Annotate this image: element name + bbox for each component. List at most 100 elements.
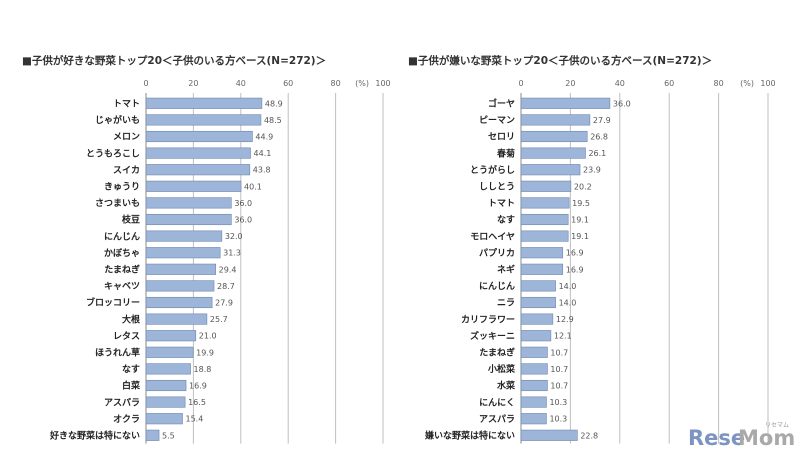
bar (145, 247, 221, 259)
category-label: カリフラワー (461, 314, 515, 325)
x-tick-label: 20 (188, 79, 198, 88)
bar (520, 97, 611, 109)
category-label: レタス (113, 330, 140, 342)
x-tick-label: 0 (518, 79, 523, 88)
category-label: ニラ (497, 298, 515, 309)
bar (145, 429, 160, 441)
category-label: 春菊 (496, 147, 515, 159)
value-label: 23.9 (583, 166, 601, 175)
value-label: 10.7 (550, 365, 568, 374)
bar (145, 180, 242, 192)
bar (145, 379, 187, 392)
value-label: 15.4 (185, 415, 203, 424)
bar (520, 363, 548, 375)
category-label: なす (497, 215, 515, 226)
value-label: 44.9 (255, 133, 273, 142)
value-label: 26.1 (588, 149, 606, 158)
value-label: 19.1 (571, 232, 589, 241)
value-label: 27.9 (593, 116, 611, 125)
bar (145, 396, 186, 408)
value-label: 12.1 (554, 332, 572, 341)
category-label: アスパラ (479, 413, 515, 425)
category-label: 枝豆 (121, 214, 140, 226)
category-label: オクラ (113, 414, 140, 425)
bar (520, 197, 570, 209)
value-label: 22.8 (580, 431, 598, 440)
bar (145, 313, 208, 325)
category-label: 嫌いな野菜は特にない (424, 430, 515, 442)
value-label: 25.7 (210, 315, 228, 324)
category-label: にんじん (479, 281, 515, 292)
bar (145, 263, 216, 275)
value-label: 10.7 (550, 348, 568, 357)
value-label: 14.0 (559, 299, 577, 308)
value-label: 16.9 (566, 249, 584, 258)
value-label: 18.8 (194, 365, 212, 374)
chart-favorite-vegetables: ■子供が好きな野菜トップ20＜子供のいる方ベース(N=272)＞ 0 20 40 60… (22, 54, 391, 444)
bar (520, 213, 569, 226)
x-tick-label: 100 (760, 79, 775, 88)
bar (145, 164, 251, 176)
x-tick-label: 20 (565, 79, 575, 88)
value-label: 19.1 (571, 216, 589, 225)
category-label: セロリ (488, 132, 515, 143)
value-label: 16.9 (189, 382, 207, 391)
x-tick-label: 60 (283, 79, 293, 88)
bar (145, 130, 253, 143)
category-label: かぼちゃ (104, 247, 140, 259)
value-label: 48.9 (265, 99, 283, 108)
value-label: 10.7 (550, 382, 568, 391)
category-label: ピーマン (479, 114, 515, 126)
category-label: とうもろこし (86, 148, 140, 159)
value-label: 28.7 (217, 282, 235, 291)
bar (520, 164, 581, 176)
category-label: スイカ (113, 165, 140, 176)
x-tick-label: 40 (615, 79, 625, 88)
watermark-brand-kana: リセマム (765, 422, 789, 429)
value-label: 36.0 (234, 199, 252, 208)
bar (145, 330, 197, 342)
bar (145, 147, 251, 159)
bar (145, 280, 215, 292)
category-label: アスパラ (104, 396, 140, 408)
value-label: 19.9 (196, 348, 214, 357)
x-tick-label: 0 (143, 79, 148, 88)
category-label: 大根 (122, 313, 141, 325)
bar (520, 346, 548, 358)
category-label: たまねぎ (479, 347, 515, 359)
category-label: 小松菜 (487, 363, 516, 375)
chart-title: ■子供が好きな野菜トップ20＜子供のいる方ベース(N=272)＞ (22, 54, 326, 67)
bar (520, 296, 556, 309)
category-label: さつまいも (95, 198, 140, 209)
bar (145, 114, 262, 126)
bar (520, 396, 547, 408)
x-tick-label: 40 (236, 79, 246, 88)
unit-label: (%) (740, 79, 754, 88)
value-label: 16.9 (566, 265, 584, 274)
bar (520, 130, 588, 143)
value-label: 10.3 (549, 398, 567, 407)
value-label: 26.8 (590, 133, 608, 142)
value-label: 5.5 (162, 431, 175, 440)
category-label: ネギ (497, 264, 515, 276)
value-label: 29.4 (219, 265, 237, 274)
category-label: 好きな野菜は特にない (49, 430, 140, 442)
value-label: 19.5 (572, 199, 590, 208)
value-label: 21.0 (199, 332, 217, 341)
category-label: にんじん (104, 231, 140, 242)
bar (520, 330, 552, 342)
category-label: キャベツ (104, 281, 140, 292)
bar (145, 213, 232, 226)
bar (520, 379, 548, 392)
value-label: 36.0 (613, 99, 631, 108)
watermark-brand-mom: Mom (738, 426, 795, 450)
category-label: ズッキーニ (470, 330, 515, 342)
category-label: トマト (113, 99, 140, 110)
category-label: たまねぎ (104, 264, 140, 276)
x-tick-label: 60 (664, 79, 674, 88)
category-label: じゃがいも (95, 114, 140, 126)
bar (520, 230, 569, 242)
watermark-brand-rese: Rese (688, 426, 745, 450)
value-label: 40.1 (244, 182, 262, 191)
